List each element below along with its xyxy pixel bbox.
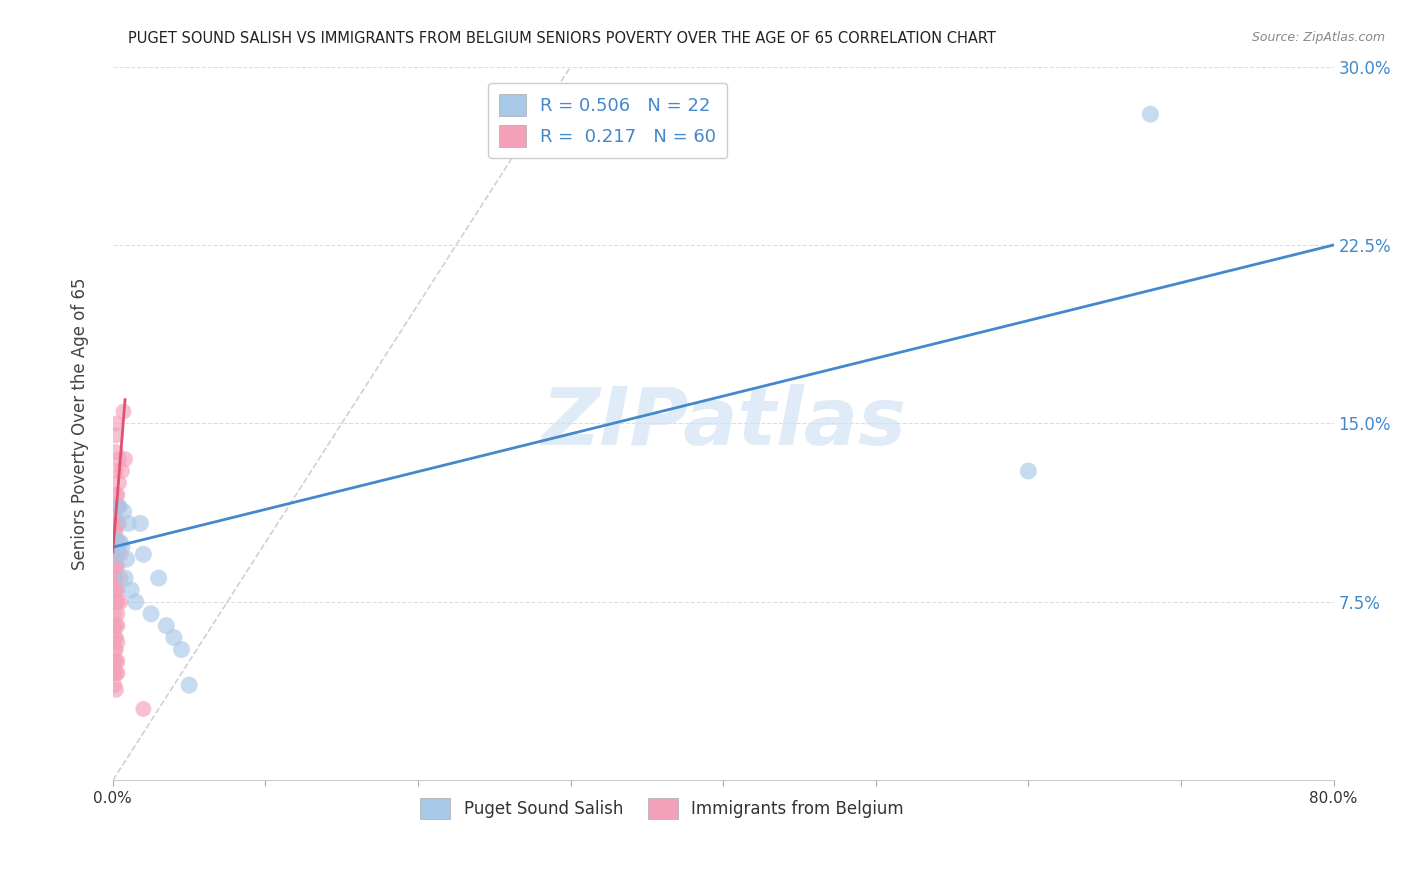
Point xyxy=(104,488,127,502)
Text: Source: ZipAtlas.com: Source: ZipAtlas.com xyxy=(1251,31,1385,45)
Point xyxy=(179,678,201,692)
Point xyxy=(104,682,127,697)
Point xyxy=(111,464,134,478)
Point xyxy=(107,559,129,574)
Point xyxy=(125,595,148,609)
Point xyxy=(107,607,129,621)
Point xyxy=(103,559,125,574)
Point xyxy=(103,547,125,561)
Point xyxy=(107,488,129,502)
Point xyxy=(103,535,125,549)
Point xyxy=(111,540,134,554)
Point xyxy=(104,445,127,459)
Point xyxy=(104,618,127,632)
Point xyxy=(114,571,136,585)
Point xyxy=(110,547,132,561)
Point xyxy=(103,642,125,657)
Point xyxy=(104,559,127,574)
Point xyxy=(103,535,125,549)
Point xyxy=(107,535,129,549)
Point xyxy=(108,535,131,549)
Point xyxy=(115,552,138,566)
Point xyxy=(117,516,139,531)
Text: ZIPatlas: ZIPatlas xyxy=(541,384,905,462)
Point xyxy=(103,516,125,531)
Point xyxy=(104,582,127,597)
Point xyxy=(107,582,129,597)
Point xyxy=(107,547,129,561)
Point xyxy=(112,504,135,518)
Point xyxy=(1017,464,1039,478)
Point xyxy=(114,452,136,467)
Point xyxy=(103,571,125,585)
Point xyxy=(104,571,127,585)
Point xyxy=(110,535,132,549)
Point xyxy=(107,654,129,668)
Point xyxy=(104,464,127,478)
Point xyxy=(132,547,155,561)
Point xyxy=(132,702,155,716)
Point xyxy=(108,500,131,514)
Point xyxy=(103,540,125,554)
Point xyxy=(104,631,127,645)
Point xyxy=(107,595,129,609)
Text: PUGET SOUND SALISH VS IMMIGRANTS FROM BELGIUM SENIORS POVERTY OVER THE AGE OF 65: PUGET SOUND SALISH VS IMMIGRANTS FROM BE… xyxy=(128,31,997,46)
Point xyxy=(107,516,129,531)
Point xyxy=(103,631,125,645)
Point xyxy=(110,595,132,609)
Point xyxy=(104,654,127,668)
Point xyxy=(107,535,129,549)
Point xyxy=(108,452,131,467)
Point xyxy=(104,547,127,561)
Point xyxy=(129,516,152,531)
Point xyxy=(170,642,193,657)
Point xyxy=(104,666,127,681)
Point xyxy=(1139,107,1161,121)
Point xyxy=(104,524,127,538)
Point xyxy=(108,475,131,490)
Point xyxy=(104,428,127,442)
Point xyxy=(107,500,129,514)
Point xyxy=(103,524,125,538)
Legend: Puget Sound Salish, Immigrants from Belgium: Puget Sound Salish, Immigrants from Belg… xyxy=(413,792,911,825)
Point xyxy=(163,631,186,645)
Point xyxy=(108,500,131,514)
Point xyxy=(107,618,129,632)
Point xyxy=(104,547,127,561)
Point xyxy=(107,666,129,681)
Point xyxy=(103,666,125,681)
Point xyxy=(155,618,177,632)
Point xyxy=(103,654,125,668)
Point xyxy=(108,516,131,531)
Point xyxy=(104,417,127,431)
Point xyxy=(104,511,127,525)
Point xyxy=(103,582,125,597)
Point xyxy=(148,571,170,585)
Point xyxy=(120,582,142,597)
Point xyxy=(103,607,125,621)
Point xyxy=(103,678,125,692)
Point xyxy=(110,571,132,585)
Point xyxy=(104,595,127,609)
Y-axis label: Seniors Poverty Over the Age of 65: Seniors Poverty Over the Age of 65 xyxy=(72,277,89,570)
Point xyxy=(104,535,127,549)
Point xyxy=(112,404,135,418)
Point xyxy=(104,500,127,514)
Point xyxy=(103,618,125,632)
Point xyxy=(107,635,129,649)
Point xyxy=(104,642,127,657)
Point xyxy=(139,607,162,621)
